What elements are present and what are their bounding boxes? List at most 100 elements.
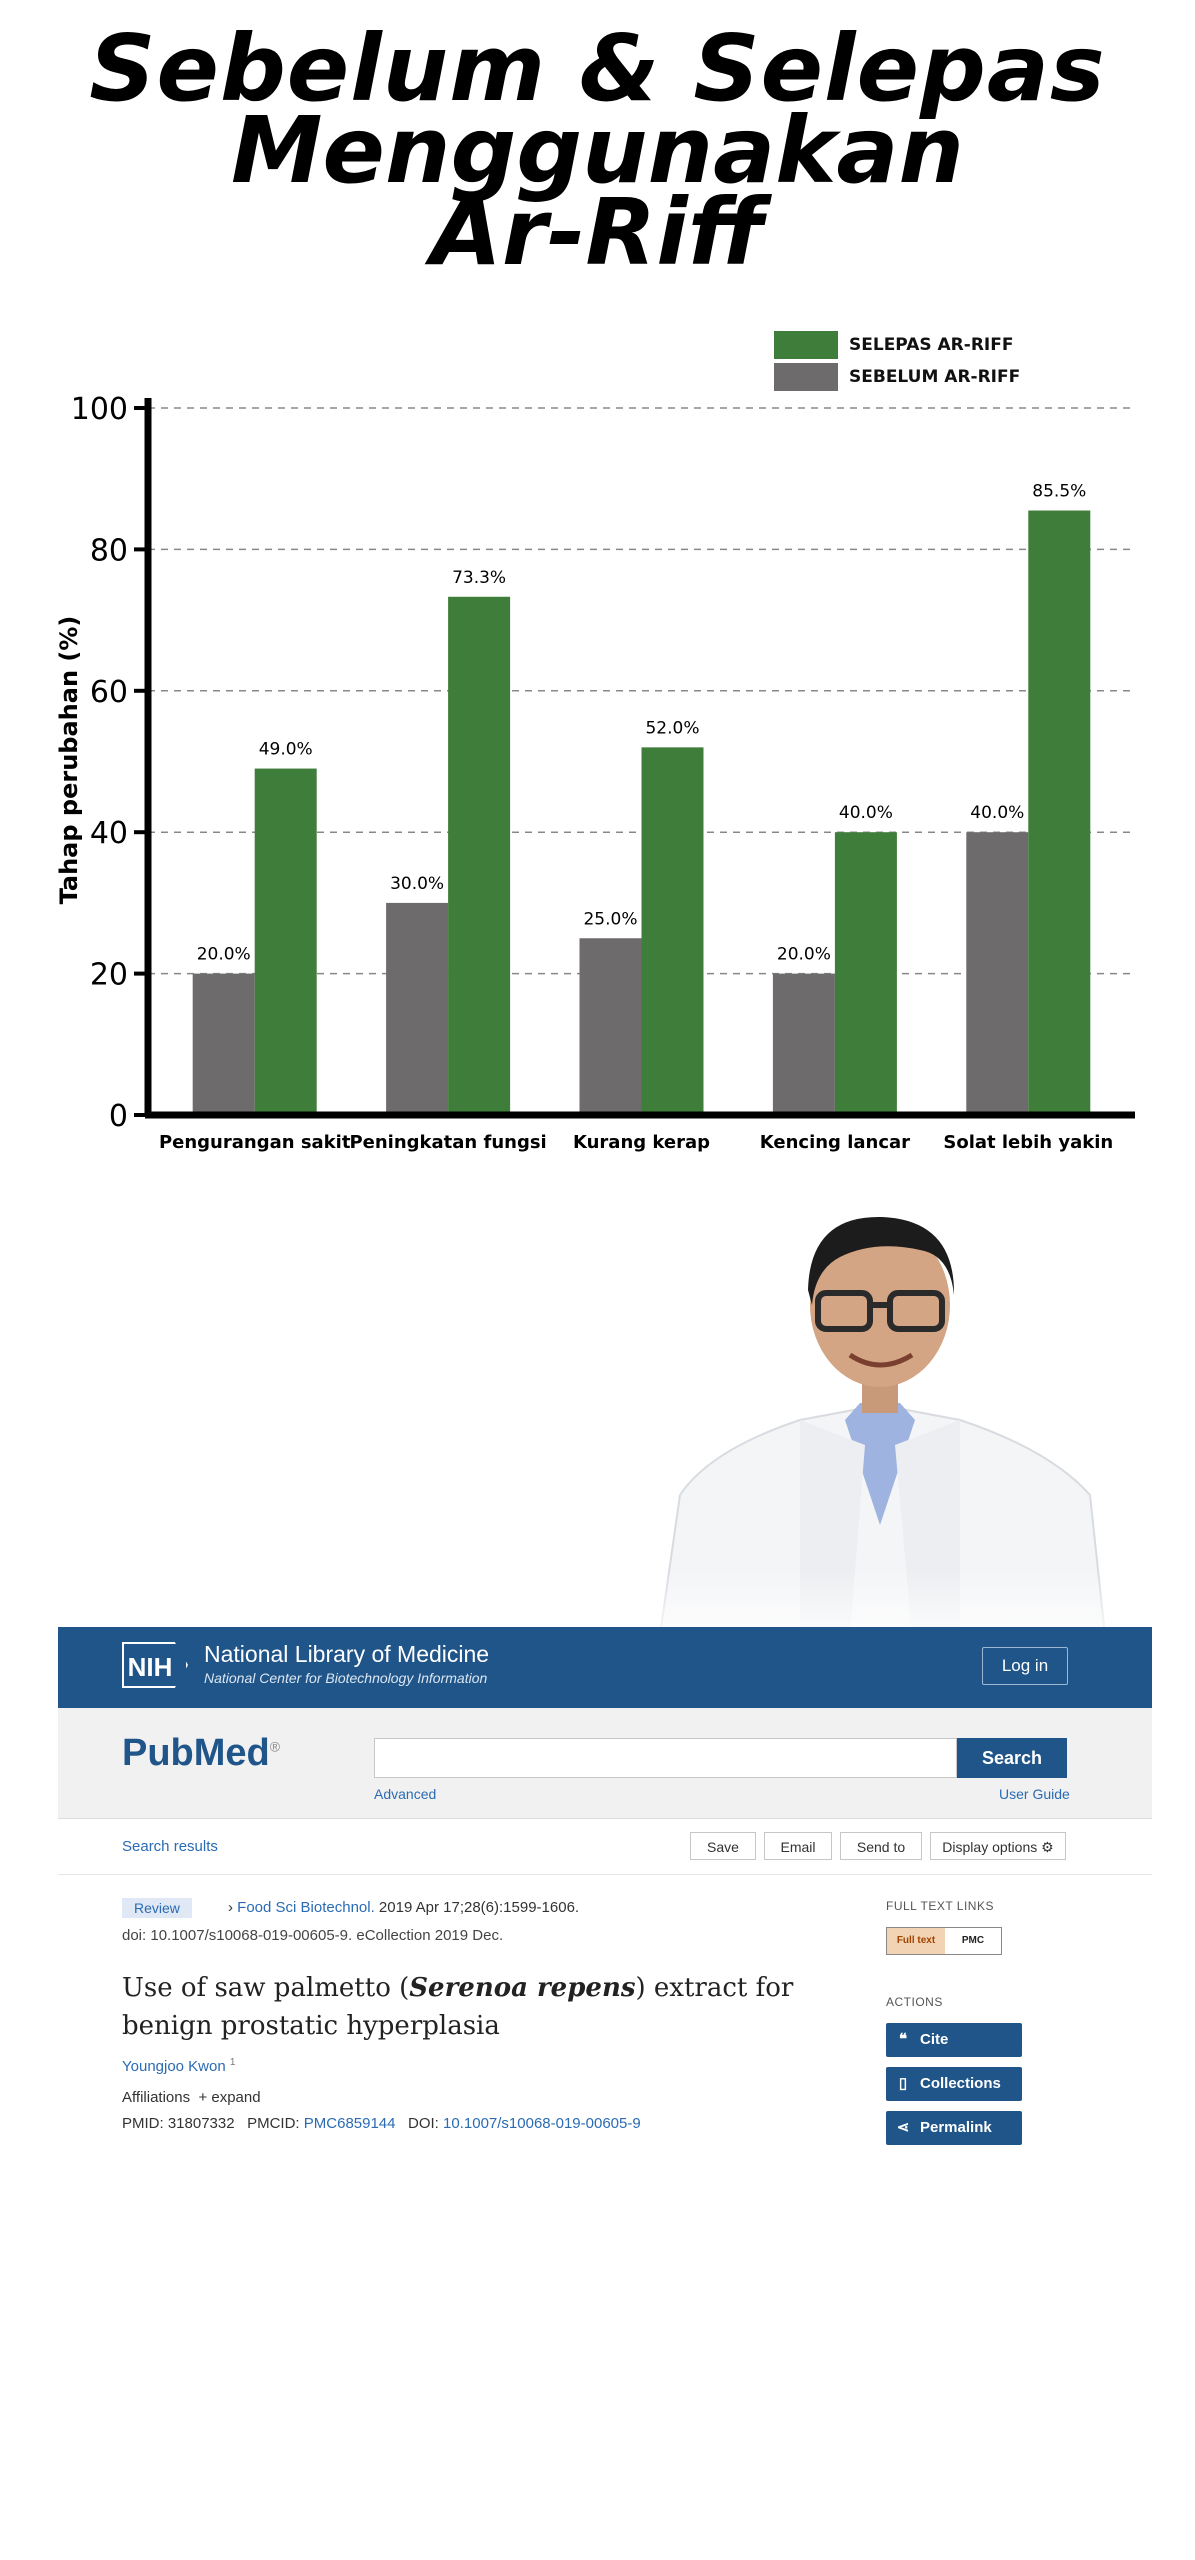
actions-heading: ACTIONS	[886, 1995, 943, 2009]
search-bar: PubMed® Search Advanced User Guide	[58, 1708, 1152, 1819]
article-title-species: Serenoa repens	[409, 1973, 636, 2003]
bar-value-label: 40.0%	[970, 803, 1024, 823]
legend-item-sebelum: SEBELUM AR-RIFF	[774, 362, 1020, 392]
advanced-link[interactable]: Advanced	[374, 1786, 437, 1802]
quote-icon: ❝	[898, 2031, 908, 2048]
article-title-part2: ) extract for benign prostatic hyperplas…	[122, 1973, 794, 2041]
y-tick-label: 100	[71, 392, 128, 427]
doctor-illustration	[650, 1195, 1120, 1635]
nlm-title[interactable]: National Library of Medicine	[204, 1641, 490, 1667]
bookmark-icon: ▯	[898, 2075, 908, 2092]
x-category-label: Kencing lancar	[760, 1132, 910, 1153]
user-guide-link[interactable]: User Guide	[999, 1786, 1070, 1802]
legend-label-selepas: SELEPAS AR-RIFF	[849, 335, 1014, 355]
y-axis-label: Tahap perubahan (%)	[55, 616, 83, 905]
y-tick-label: 20	[90, 958, 128, 993]
expand-link[interactable]: + expand	[198, 2089, 261, 2106]
doctor-photo	[650, 1195, 1120, 1635]
author-sup: 1	[229, 2057, 236, 2068]
save-button[interactable]: Save	[690, 1832, 756, 1860]
y-tick-label: 60	[90, 675, 128, 710]
nlm-header: NIH National Library of Medicine Nationa…	[58, 1627, 1152, 1708]
bar-value-label: 30.0%	[390, 874, 444, 894]
review-badge: Review	[122, 1898, 192, 1918]
permalink-label: Permalink	[920, 2119, 992, 2136]
x-category-label: Kurang kerap	[573, 1132, 710, 1153]
y-tick-label: 80	[90, 533, 128, 568]
article-title: Use of saw palmetto (Serenoa repens) ext…	[122, 1969, 822, 2045]
x-category-label: Pengurangan sakit	[159, 1132, 351, 1153]
pubmed-logo-mark: ®	[269, 1738, 281, 1755]
article-title-part1: Use of saw palmetto (	[122, 1973, 410, 2003]
y-tick-label: 0	[109, 1099, 128, 1134]
bar	[1028, 510, 1091, 1115]
y-ticks: 0 20 40 60 80 100	[71, 392, 148, 1134]
display-options-button[interactable]: Display options ⚙	[930, 1832, 1066, 1860]
bar-chart: 20.0% 49.0% 30.0% 73.3% 25.0% 52.0% 20.0% 40.0%…	[55, 392, 1135, 1153]
bar	[834, 832, 897, 1115]
author-name: Youngjoo Kwon	[122, 2058, 226, 2075]
pmcid-link[interactable]: PMC6859144	[303, 2115, 396, 2132]
bar	[966, 832, 1029, 1115]
x-category-label: Solat lebih yakin	[943, 1132, 1113, 1153]
bar	[192, 973, 255, 1115]
journal-details: 2019 Apr 17;28(6):1599-1606.	[374, 1899, 580, 1916]
email-button[interactable]: Email	[764, 1832, 832, 1860]
bar	[579, 938, 642, 1115]
legend-swatch-sebelum	[774, 363, 838, 391]
full-text-links-heading: FULL TEXT LINKS	[886, 1899, 994, 1913]
bar	[448, 596, 511, 1115]
collections-button[interactable]: ▯ Collections	[886, 2067, 1022, 2101]
bar	[772, 973, 835, 1115]
permalink-button[interactable]: ⋖ Permalink	[886, 2111, 1022, 2145]
headline-line3: Ar-Riff	[430, 179, 765, 286]
bar	[386, 902, 449, 1115]
full-text-pmc-logo[interactable]: Full text PMC	[886, 1927, 1002, 1955]
bar-value-label: 20.0%	[197, 945, 251, 965]
headline: Sebelum & Selepas Menggunakan Ar-Riff	[0, 15, 1195, 286]
x-category-label: Peningkatan fungsi	[349, 1132, 546, 1153]
pmcid-label: PMCID:	[247, 2115, 304, 2132]
doi-link[interactable]: 10.1007/s10068-019-00605-9	[443, 2115, 641, 2132]
search-input[interactable]	[374, 1738, 957, 1778]
headline-line2: Menggunakan	[231, 97, 964, 204]
bar-value-label: 20.0%	[777, 945, 831, 965]
article-ids: PMID: 31807332 PMCID: PMC6859144 DOI: 10…	[122, 2115, 641, 2132]
bar-value-label: 49.0%	[259, 740, 313, 760]
share-icon: ⋖	[896, 2119, 910, 2136]
nih-logo[interactable]: NIH	[122, 1642, 188, 1688]
chevron-right-icon: ›	[228, 1899, 233, 1916]
nlm-subtitle: National Center for Biotechnology Inform…	[204, 1670, 488, 1686]
x-categories: Pengurangan sakit Peningkatan fungsi Kuran…	[159, 1132, 1113, 1153]
bar-value-label: 73.3%	[452, 568, 506, 588]
gear-icon: ⚙	[1041, 1839, 1054, 1855]
doi-label: DOI:	[408, 2115, 444, 2132]
bar-labels: 20.0% 49.0% 30.0% 73.3% 25.0% 52.0% 20.0% 40.0%…	[197, 482, 1087, 965]
headline-line1: Sebelum & Selepas	[89, 15, 1106, 122]
doi-line: doi: 10.1007/s10068-019-00605-9. eCollec…	[122, 1927, 504, 1944]
search-button[interactable]: Search	[957, 1738, 1067, 1778]
bar-value-label: 25.0%	[583, 909, 637, 929]
send-to-button[interactable]: Send to	[840, 1832, 922, 1860]
pubmed-logo[interactable]: PubMed®	[122, 1732, 280, 1775]
chart-legend: SELEPAS AR-RIFF SEBELUM AR-RIFF	[774, 330, 1020, 394]
full-text-logo-left: Full text	[887, 1928, 945, 1954]
pubmed-logo-text: PubMed	[122, 1732, 270, 1774]
affiliations-label: Affiliations	[122, 2089, 191, 2106]
bars	[192, 510, 1091, 1115]
full-text-logo-right: PMC	[961, 1935, 985, 1946]
legend-swatch-selepas	[774, 331, 838, 359]
y-tick-label: 40	[90, 816, 128, 851]
login-button[interactable]: Log in	[982, 1647, 1068, 1685]
search-results-link[interactable]: Search results	[122, 1838, 218, 1855]
bar-value-label: 85.5%	[1032, 482, 1086, 502]
bar	[254, 768, 317, 1115]
journal-citation: › Food Sci Biotechnol. 2019 Apr 17;28(6)…	[228, 1899, 579, 1916]
pubmed-screenshot: NIH National Library of Medicine Nationa…	[58, 1627, 1152, 2187]
journal-link[interactable]: Food Sci Biotechnol.	[237, 1899, 375, 1916]
bar-value-label: 52.0%	[645, 718, 699, 738]
cite-button[interactable]: ❝ Cite	[886, 2023, 1022, 2057]
cite-label: Cite	[920, 2031, 949, 2048]
author-link[interactable]: Youngjoo Kwon 1	[122, 2057, 235, 2075]
results-toolbar: Search results Save Email Send to Displa…	[58, 1819, 1152, 1875]
